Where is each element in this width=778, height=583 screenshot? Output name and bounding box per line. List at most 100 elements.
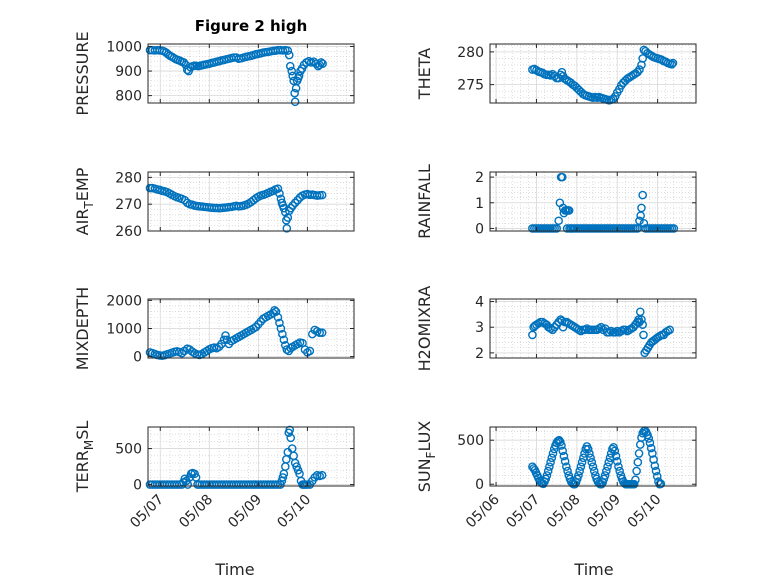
data-point [634,449,644,458]
data-point [558,172,567,182]
data-point [318,59,327,68]
data-point [285,425,295,435]
data-point [270,305,279,315]
data-point [550,322,559,332]
data-point [546,457,555,467]
data-point [563,466,572,476]
axes-box [147,43,355,104]
data-point [278,473,288,482]
subplot-6: 2 3 4 H2OMIXRA [415,286,697,371]
data-point [286,343,296,353]
data-point [608,444,617,454]
y-tick-label: 2 [475,346,484,362]
data-point [576,462,586,471]
data-point [545,462,554,471]
x-tick-label: 05/08 [176,492,216,532]
y-tick-label: 500 [115,442,142,458]
y-axis-label: MIXDEPTH [73,287,92,370]
axes-box [147,426,355,487]
data-point [645,438,655,448]
y-tick-label: 0 [133,478,142,494]
data-point [637,203,646,213]
x-tick-label: 05/10 [274,492,314,532]
data-point [631,475,640,485]
y-axis-label: THETA [415,48,434,100]
data-point [275,189,284,198]
data-point [552,224,561,233]
data-point [273,312,283,322]
y-tick-label: 800 [115,89,142,105]
data-point [596,322,606,332]
data-point [317,328,327,338]
y-tick-label: 2 [475,170,484,186]
data-point [597,479,606,489]
x-tick-label: 05/08 [544,492,584,532]
data-point [586,453,595,463]
y-tick-label: 500 [457,433,484,449]
data-point [650,461,660,471]
y-tick-label: 1000 [106,39,142,55]
data-point [562,462,571,471]
data-point [610,446,620,456]
x-tick-label: 05/09 [225,492,265,532]
y-axis-label: AIRTEMP [73,167,96,235]
data-point [221,331,230,340]
data-point [290,198,300,208]
data-point [614,462,623,471]
data-point [287,66,297,76]
data-point [564,206,574,215]
data-point [605,453,615,463]
x-tick-label: 05/06 [463,491,503,531]
data-point [603,462,612,471]
data-point [543,466,553,476]
data-point [638,190,647,200]
data-point [589,466,599,476]
x-tick-label: 05/07 [127,492,167,532]
y-tick-label: 280 [457,45,484,61]
data-point [281,207,290,217]
y-tick-label: 900 [115,64,142,80]
data-point [276,324,286,333]
data-point [629,322,638,332]
data-point [604,457,614,467]
data-point [552,438,561,448]
data-point [529,464,538,473]
subplot-8: 0 500 05/06 05/07 05/08 05/09 05/10 Time SUNFLUX [415,421,697,579]
data-point [583,444,593,454]
data-point [554,435,564,445]
data-point [275,318,284,328]
data-point [557,441,566,450]
data-point [288,71,297,81]
data-point [600,471,610,480]
data-point [288,201,297,210]
data-point [554,216,563,226]
x-tick-label: 05/07 [503,492,543,532]
data-point [279,335,289,345]
data-point [271,480,280,489]
data-point [615,466,624,476]
data-point [639,330,648,340]
data-point [652,472,662,481]
data-point [294,71,304,81]
y-tick-label: 275 [457,78,484,94]
axes-box [489,171,697,232]
data-point [570,479,580,489]
data-point [283,46,293,55]
data-point [273,184,283,193]
subplot-4: 0 1 2 RAINFALL [415,164,697,239]
data-point [317,190,327,200]
x-tick-label: 05/10 [625,492,665,532]
data-point [550,71,559,81]
subplot-7: 0 500 05/07 05/08 05/09 05/10 Time TERRMSL [73,421,355,579]
axes-box [489,43,697,104]
data-point [271,307,281,316]
data-point [575,466,584,476]
y-tick-label: 3 [475,320,484,336]
data-point [651,466,661,476]
data-point [289,76,298,86]
data-point [637,315,646,324]
y-tick-label: 4 [475,295,484,311]
subplot-5: 0 1000 2000 MIXDEPTH [73,287,355,370]
data-point [317,470,327,480]
data-point [278,329,287,339]
